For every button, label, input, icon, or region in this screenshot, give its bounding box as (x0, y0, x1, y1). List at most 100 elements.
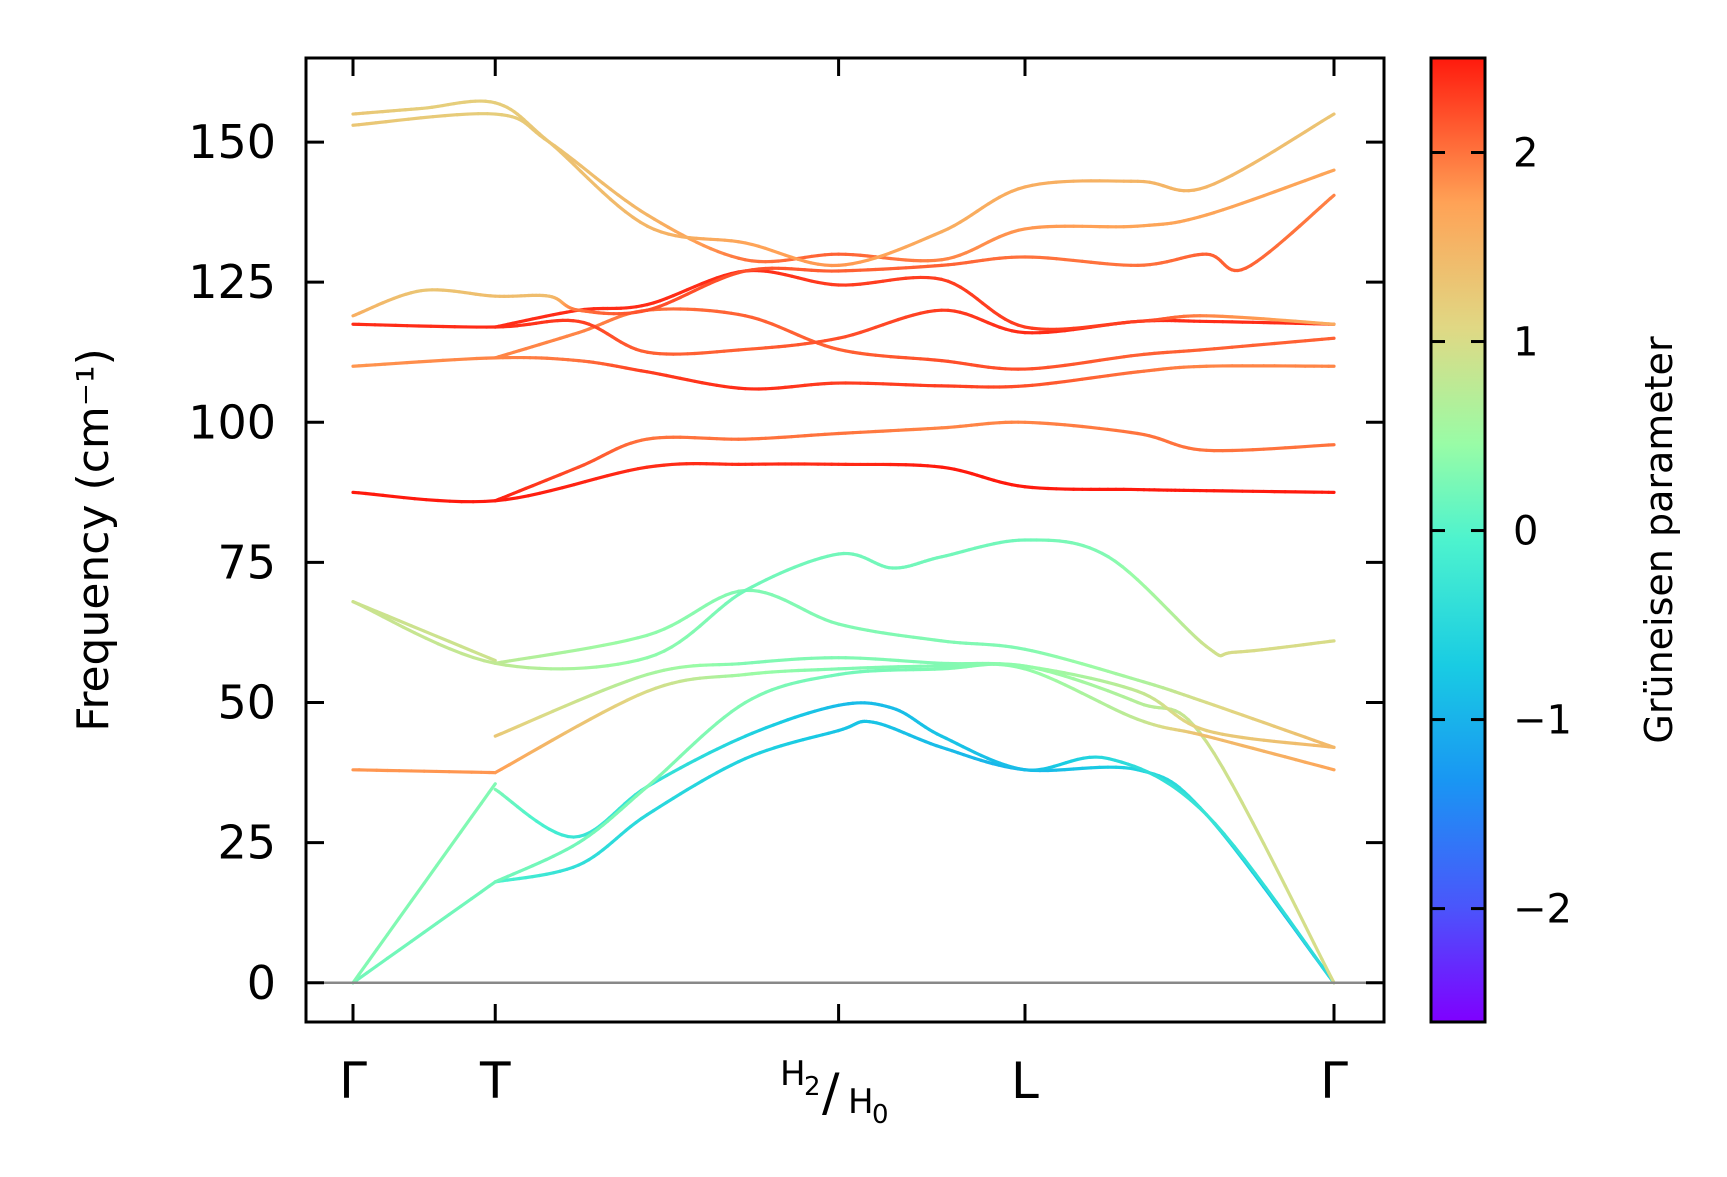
band-segment (507, 724, 521, 732)
colorbar-ticks: −2 −1 0 1 2 (1431, 131, 1572, 933)
band-segment (1327, 766, 1336, 772)
band-segment (459, 897, 474, 908)
band-segment (365, 964, 379, 975)
band-segment (1303, 923, 1316, 946)
band-segment (395, 117, 411, 123)
band-segment (1262, 341, 1277, 347)
band-segment (1293, 904, 1307, 928)
band-segment (1240, 315, 1255, 320)
band-segment (1253, 871, 1268, 890)
band-1 (351, 880, 497, 985)
band-14 (351, 193, 1336, 318)
band-segment (1080, 691, 1093, 700)
band-segment (1283, 318, 1298, 323)
band-segment (422, 921, 439, 934)
band-7 (351, 538, 1336, 671)
svg-text:0: 0 (872, 1100, 889, 1130)
band-segment (470, 649, 483, 657)
band-segment (1293, 741, 1307, 747)
band-segment (601, 683, 618, 692)
band-segment (625, 675, 640, 683)
band-segment (1272, 142, 1287, 153)
band-segment (493, 661, 508, 667)
colorbar-tick-label: −2 (1513, 887, 1572, 933)
band-segment (1262, 720, 1277, 728)
band-segment (613, 679, 629, 688)
band-segment (401, 625, 417, 635)
x-tick-label-h2-h0: H 2 / H 0 (780, 1054, 889, 1130)
band-11 (493, 307, 1336, 371)
band-segment (586, 176, 598, 188)
band-6b (493, 588, 1336, 749)
band-segment (374, 120, 388, 125)
band-segment (385, 614, 401, 623)
band-lines (351, 99, 1336, 985)
band-segment (1063, 683, 1076, 691)
band-segment (394, 361, 409, 366)
band-segment (1328, 193, 1336, 201)
band-segment (1283, 728, 1298, 736)
band-segment (1293, 757, 1307, 764)
y-axis-title: Frequency (cm⁻¹) (68, 348, 119, 732)
band-segment (1262, 841, 1277, 867)
band-segment (381, 615, 395, 624)
band-segment (636, 672, 649, 680)
band-segment (409, 881, 426, 903)
colorbar-tick-label: −1 (1513, 698, 1572, 744)
band-segment (1204, 740, 1216, 755)
band-segment (459, 651, 475, 660)
y-tick-label: 125 (188, 255, 276, 309)
band-segment (1221, 766, 1234, 787)
band-segment (572, 163, 583, 174)
band-segment (1128, 571, 1139, 582)
band-segment (1293, 319, 1307, 324)
band-segment (693, 734, 704, 745)
band-segment (1251, 342, 1266, 347)
y-tick-label: 150 (188, 115, 276, 169)
band-segment (1272, 318, 1287, 323)
band-segment (1293, 732, 1307, 739)
band-segment (1262, 149, 1277, 159)
band-segment (1221, 732, 1234, 738)
x-tick-label: Γ (339, 1052, 367, 1110)
band-segment (447, 904, 463, 917)
band-segment (517, 751, 531, 761)
band-segment (1293, 444, 1307, 449)
colorbar-tick-label: 2 (1513, 131, 1538, 177)
band-segment (1293, 179, 1307, 186)
band-segment (447, 639, 463, 648)
band-segment (1283, 884, 1298, 908)
band-segment (1251, 717, 1266, 725)
band-segment (593, 183, 605, 195)
band-segment (616, 204, 628, 214)
band-segment (517, 656, 531, 662)
band-segment (1304, 942, 1317, 958)
band-segment (441, 358, 457, 362)
band-segment (589, 688, 605, 697)
band-segment (1230, 201, 1244, 209)
band-segment (429, 358, 445, 363)
band-segment (625, 636, 640, 643)
band-segment (470, 801, 483, 819)
band-segment (424, 498, 440, 503)
band-segment (375, 956, 390, 968)
band-segment (455, 112, 470, 117)
band-segment (1143, 585, 1155, 597)
band-segment (1213, 821, 1226, 836)
band-segment (1327, 743, 1336, 749)
band-segment (459, 644, 474, 653)
band-segment (526, 666, 542, 671)
band-segment (373, 362, 387, 367)
band-segment (1283, 740, 1298, 746)
band-segment (1240, 162, 1255, 172)
band-segment (1283, 182, 1298, 190)
band-segment (1327, 168, 1336, 174)
band-2b (493, 701, 1336, 985)
band-segment (1230, 741, 1244, 748)
band-segment (1240, 801, 1255, 825)
band-segment (1272, 739, 1287, 745)
band-segment (1240, 197, 1255, 205)
band-segment (678, 747, 690, 758)
band-segment (409, 624, 426, 633)
band-segment (1242, 857, 1257, 875)
